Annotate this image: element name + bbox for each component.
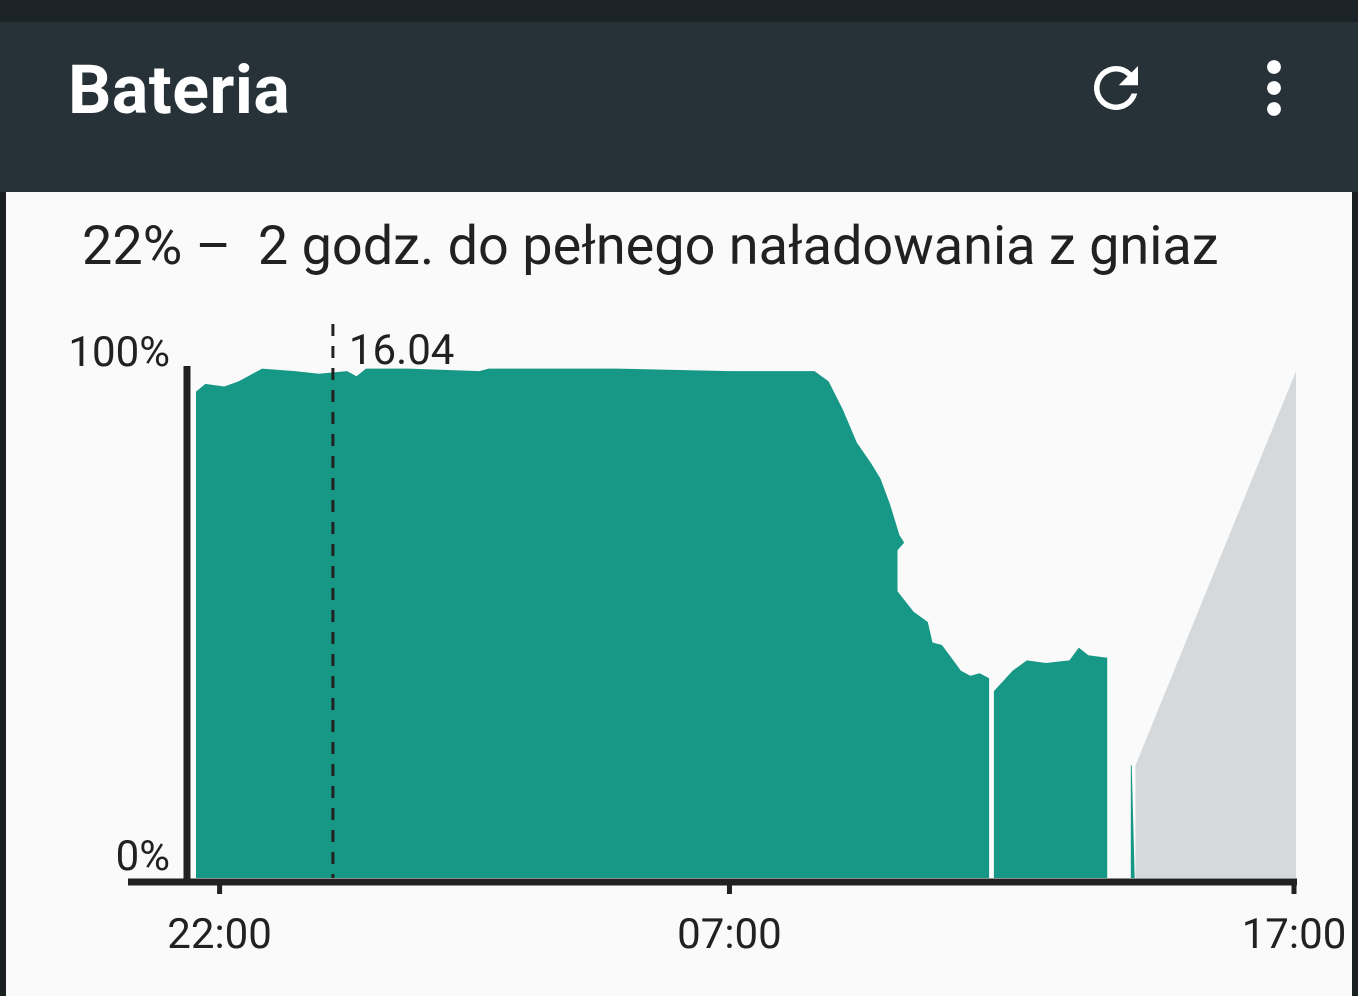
projected-charge-area	[1135, 371, 1296, 878]
more-options-button[interactable]	[1238, 52, 1310, 124]
page-title: Bateria	[68, 50, 291, 130]
x-tick-label: 07:00	[677, 910, 782, 959]
x-tick-label: 22:00	[167, 910, 272, 959]
battery-level-area-3	[1130, 765, 1135, 878]
x-tick-label: 17:00	[1242, 910, 1347, 959]
battery-level-area-1	[196, 368, 990, 878]
date-marker-label: 16.04	[349, 326, 455, 375]
more-vert-icon	[1267, 60, 1281, 116]
battery-level-area-2	[993, 647, 1108, 878]
y-tick-label: 100%	[68, 328, 170, 377]
battery-status-text: 22% – 2 godz. do pełnego naładowania z g…	[82, 215, 1219, 278]
status-bar-strip	[0, 0, 1358, 22]
y-tick-label: 0%	[116, 832, 170, 881]
